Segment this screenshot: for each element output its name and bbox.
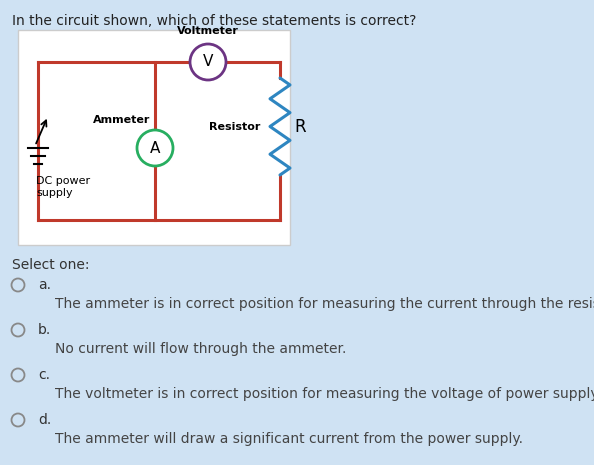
Text: c.: c. [38,368,50,382]
Text: V: V [203,54,213,69]
Text: Ammeter: Ammeter [93,115,150,125]
Text: Resistor: Resistor [208,121,260,132]
Text: a.: a. [38,278,51,292]
Circle shape [137,130,173,166]
Text: The voltmeter is in correct position for measuring the voltage of power supply.: The voltmeter is in correct position for… [55,387,594,401]
Text: R: R [294,118,306,135]
Text: In the circuit shown, which of these statements is correct?: In the circuit shown, which of these sta… [12,14,416,28]
Text: Voltmeter: Voltmeter [177,26,239,36]
Text: b.: b. [38,323,51,337]
Circle shape [190,44,226,80]
Text: The ammeter will draw a significant current from the power supply.: The ammeter will draw a significant curr… [55,432,523,446]
Text: d.: d. [38,413,51,427]
Text: The ammeter is in correct position for measuring the current through the resisto: The ammeter is in correct position for m… [55,297,594,311]
Text: DC power
supply: DC power supply [36,176,90,199]
Bar [18,30,290,245]
Text: Select one:: Select one: [12,258,90,272]
Text: No current will flow through the ammeter.: No current will flow through the ammeter… [55,342,346,356]
Text: A: A [150,140,160,155]
